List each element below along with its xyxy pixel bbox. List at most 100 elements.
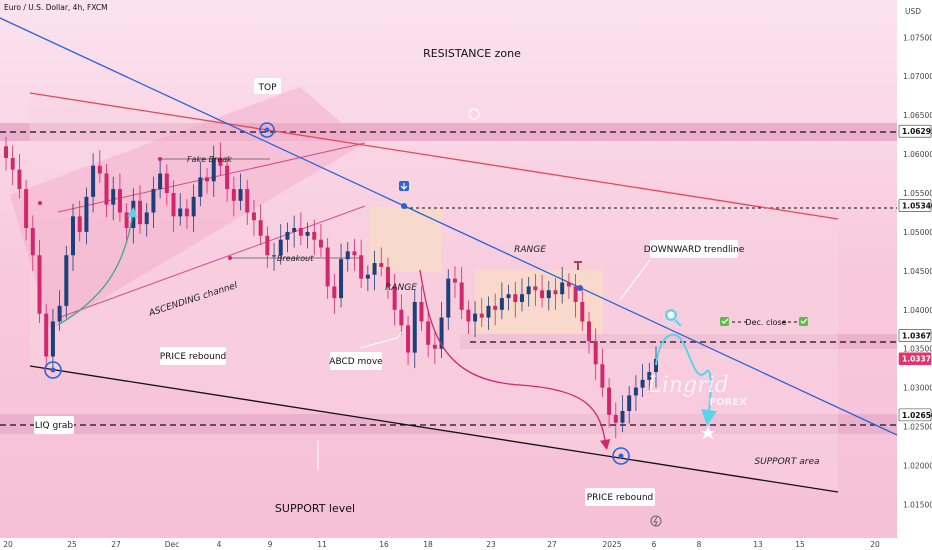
candle-body: [372, 263, 377, 275]
y-axis-ticks: 1.07500 1.07000 1.06500 1.06000 1.05500 1.050…: [903, 33, 932, 509]
candle-body: [305, 231, 310, 236]
lightning-glyph: [653, 516, 658, 527]
y-tick-label: 1.01500: [903, 500, 932, 509]
candle-body: [44, 313, 49, 357]
candle-body: [359, 255, 364, 279]
candle-body: [298, 228, 303, 236]
x-tick-label: 27: [111, 540, 121, 549]
rebound-arrow-green: [57, 206, 138, 326]
rebound-label-box-1: [160, 347, 226, 365]
candle-body: [406, 325, 411, 353]
candle-body: [352, 251, 357, 256]
candle-body: [245, 189, 250, 213]
candle-body: [593, 340, 598, 365]
x-tick-label: 20: [870, 540, 880, 549]
y-tick-label: 1.05000: [903, 228, 932, 237]
candle-body: [117, 189, 122, 213]
watermark-sub: FOREX: [709, 397, 747, 408]
support-level-label: SUPPORT level: [275, 502, 355, 515]
candle-body: [506, 294, 511, 299]
candle-body: [64, 255, 69, 306]
downward-label-box: [650, 240, 738, 258]
candle-body: [158, 173, 163, 190]
x-tick-label: 20: [3, 540, 13, 549]
candle-body: [513, 294, 518, 302]
candle-body: [218, 157, 223, 166]
x-tick-label: 8: [697, 540, 702, 549]
x-tick-label: 18: [423, 540, 433, 549]
y-tick-label: 1.05500: [903, 189, 932, 198]
x-tick-label: 4: [217, 540, 222, 549]
candle-body: [540, 290, 545, 299]
symbol-title: Euro / U.S. Dollar, 4h, FXCM: [4, 3, 108, 12]
candle-body: [633, 387, 638, 396]
abcd-label: ABCD move: [329, 357, 383, 367]
ascending-channel-upper: [57, 142, 366, 213]
range-touch-dot-2: [577, 285, 583, 291]
y-tick-label: 1.02000: [903, 461, 932, 470]
candle-body: [566, 282, 571, 287]
check-icon-left: [720, 317, 729, 326]
hammer-icon: [574, 261, 582, 270]
price-label-box: [898, 352, 932, 366]
candle-body: [198, 177, 203, 197]
x-axis-ticks: 20 25 27 Dec 4 9 11 16 18 23 27 2025 6 8 13 15 20: [3, 540, 880, 549]
liq-label: LIQ grab: [35, 421, 74, 431]
x-tick-label: 6: [652, 540, 657, 549]
candle-body: [111, 189, 116, 205]
candle-body: [171, 192, 176, 217]
price-label-box: [898, 329, 932, 342]
candle-body: [265, 235, 270, 256]
candle-body: [613, 414, 618, 423]
candle-body: [586, 321, 591, 341]
x-tick-label: 2025: [602, 540, 621, 549]
candle-body: [573, 286, 578, 302]
candle-body: [452, 278, 457, 283]
price-label: 1.02650: [902, 411, 932, 420]
breakout-dot: [228, 256, 232, 260]
candle-body: [77, 216, 82, 232]
y-tick-label: 1.07500: [903, 33, 932, 42]
lightning-icon: [650, 515, 662, 527]
candle-body: [312, 231, 317, 240]
range-touch-dot-1: [401, 203, 407, 209]
range-label-1: RANGE: [385, 283, 417, 293]
check-glyph-right: [800, 318, 808, 324]
candle-body: [84, 196, 89, 232]
y-tick-label: 1.06000: [903, 150, 932, 159]
y-tick-label: 1.03000: [903, 384, 932, 393]
candle-body: [272, 255, 277, 257]
candle-body: [37, 255, 42, 314]
x-tick-label: 13: [753, 540, 763, 549]
channel-dot: [38, 201, 42, 205]
liq-circle-dot: [50, 367, 56, 373]
x-tick-label: 23: [486, 540, 496, 549]
downward-pointer: [619, 259, 651, 301]
candle-body: [318, 239, 323, 248]
candle-body: [432, 344, 437, 349]
rebound-circle-marker: [612, 447, 630, 465]
candle-body: [151, 189, 156, 213]
star-icon: [701, 426, 715, 439]
x-tick-label: 11: [317, 540, 327, 549]
candle-body: [10, 157, 15, 170]
candle-body: [285, 231, 290, 240]
candle-body: [205, 177, 210, 182]
candle-body: [30, 228, 35, 256]
top-circle-dot: [264, 127, 270, 133]
y-tick-label: 1.03500: [903, 345, 932, 354]
candle-body: [533, 286, 538, 291]
candle-body: [178, 208, 183, 217]
projection-arrow: [655, 333, 718, 426]
red-trendline: [29, 92, 839, 220]
candle-body: [238, 189, 243, 201]
y-tick-label: 1.04000: [903, 306, 932, 315]
candle-body: [412, 301, 417, 353]
liq-label-box: [34, 416, 74, 434]
price-rebound-label-1: PRICE rebound: [160, 352, 227, 362]
candle-body: [144, 212, 149, 225]
mid-zone-band: [460, 334, 897, 349]
search-icon-inner: [667, 311, 675, 319]
candle-body: [50, 321, 55, 357]
